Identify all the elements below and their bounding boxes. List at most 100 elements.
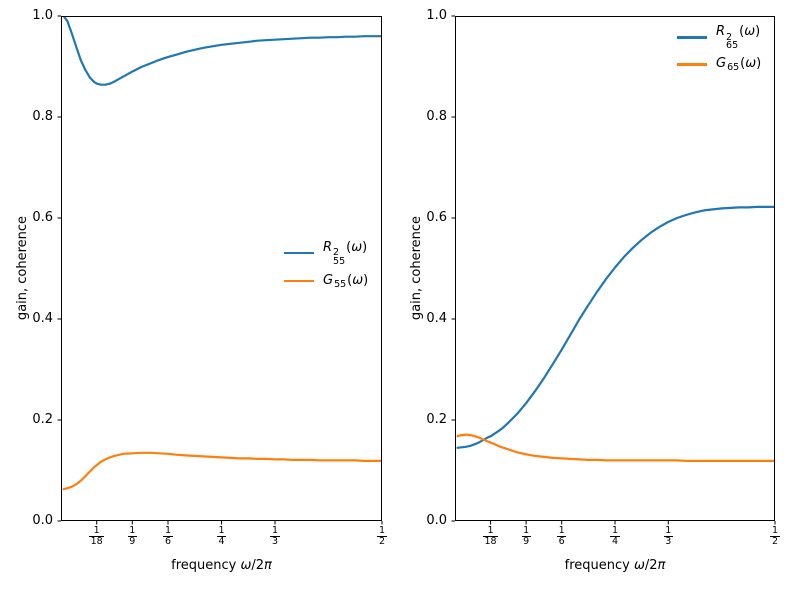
subscript: 55 bbox=[334, 278, 347, 290]
fraction-numerator: 1 bbox=[378, 525, 386, 536]
y-tick-label: 0.6 bbox=[32, 210, 53, 225]
label-text: /2 bbox=[644, 558, 658, 573]
y-tick-label: 0.6 bbox=[426, 210, 447, 225]
label-text: G bbox=[716, 56, 727, 71]
legend-line-sample bbox=[284, 251, 314, 255]
fraction-denominator: 6 bbox=[557, 536, 567, 547]
y-tick-label: 0.4 bbox=[32, 311, 53, 326]
label-text: π bbox=[657, 558, 666, 573]
series-line-R2_65 bbox=[456, 205, 775, 449]
y-axis-label: gain, coherence bbox=[409, 215, 424, 321]
fraction-denominator: 6 bbox=[163, 536, 173, 547]
axes-spines bbox=[455, 16, 775, 521]
label-text: π bbox=[264, 558, 272, 573]
label-text: ω bbox=[744, 24, 756, 40]
fraction-denominator: 18 bbox=[89, 536, 105, 547]
label-text: ) bbox=[756, 56, 762, 71]
superscript: 2 bbox=[333, 247, 340, 259]
x-axis-label: frequency ω/2π bbox=[455, 558, 775, 574]
fraction-numerator: 1 bbox=[218, 525, 225, 536]
label-text: ω bbox=[633, 558, 645, 573]
label-text: ( bbox=[346, 239, 352, 255]
axes bbox=[57, 15, 383, 525]
series-line-G_55 bbox=[62, 451, 382, 491]
fraction-numerator: 1 bbox=[164, 525, 172, 536]
fraction-denominator: 4 bbox=[610, 536, 620, 547]
fraction-denominator: 3 bbox=[270, 536, 280, 547]
y-tick-label: 0.4 bbox=[426, 311, 447, 326]
label-text: ( bbox=[739, 24, 745, 40]
fraction: 1 18 bbox=[89, 525, 105, 547]
label-text: frequency bbox=[564, 558, 634, 573]
fraction-numerator: 1 bbox=[523, 525, 530, 536]
subscript: 65 bbox=[726, 40, 739, 52]
legend-item: G55(ω) bbox=[284, 267, 368, 295]
fraction-numerator: 1 bbox=[271, 525, 278, 536]
fraction-numerator: 1 bbox=[93, 525, 100, 536]
y-tick-label: 0.8 bbox=[32, 109, 53, 124]
fraction-numerator: 1 bbox=[611, 525, 619, 536]
fraction-numerator: 1 bbox=[487, 525, 494, 536]
label-text: ω bbox=[745, 56, 757, 71]
legend-label: R 2 55 (ω) bbox=[323, 240, 367, 267]
superscript: 2 bbox=[726, 31, 733, 43]
fraction-numerator: 1 bbox=[558, 525, 565, 536]
legend-item: G65(ω) bbox=[677, 51, 761, 78]
series-line-G_65 bbox=[456, 433, 775, 462]
label-text: R bbox=[716, 24, 726, 40]
legend-supsub: 2 65 bbox=[725, 31, 739, 52]
label-text: ) bbox=[362, 239, 368, 255]
fraction: 1 18 bbox=[483, 525, 499, 547]
legend-label: R 2 65 (ω) bbox=[716, 24, 760, 51]
legend: R 2 65 (ω) G65(ω) bbox=[677, 24, 761, 78]
axes-spines bbox=[61, 16, 382, 521]
subscript: 65 bbox=[727, 62, 740, 73]
y-tick-label: 1.0 bbox=[32, 8, 53, 23]
y-tick-label: 0.2 bbox=[32, 412, 53, 427]
fraction-numerator: 1 bbox=[665, 525, 672, 536]
y-tick-label: 0.2 bbox=[426, 412, 447, 427]
fraction-denominator: 2 bbox=[377, 536, 387, 547]
fraction-denominator: 9 bbox=[521, 536, 531, 547]
y-tick-label: 0.0 bbox=[32, 513, 53, 528]
axes bbox=[451, 15, 776, 525]
y-tick-label: 0.8 bbox=[426, 109, 447, 124]
subscript: 55 bbox=[333, 255, 346, 267]
legend-label: G65(ω) bbox=[716, 56, 761, 73]
y-tick-label: 0.0 bbox=[426, 513, 447, 528]
fraction-numerator: 1 bbox=[129, 525, 136, 536]
legend-label: G55(ω) bbox=[323, 273, 368, 290]
label-text: /2 bbox=[251, 558, 265, 573]
label-text: frequency bbox=[171, 558, 241, 573]
fraction-denominator: 3 bbox=[663, 536, 673, 547]
label-text: ) bbox=[363, 272, 369, 288]
label-text: ω bbox=[240, 558, 252, 573]
fraction-numerator: 1 bbox=[771, 525, 779, 536]
y-tick-label: 1.0 bbox=[426, 8, 447, 23]
label-text: ( bbox=[740, 56, 746, 71]
legend-line-sample bbox=[677, 36, 707, 39]
label-text: ω bbox=[352, 272, 364, 288]
legend-item: R 2 65 (ω) bbox=[677, 24, 761, 51]
x-tick-label: 1 18 bbox=[83, 526, 111, 547]
